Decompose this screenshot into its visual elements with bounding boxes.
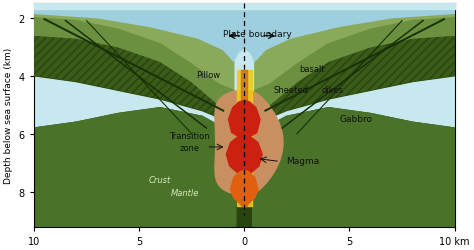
Polygon shape xyxy=(34,4,455,62)
Polygon shape xyxy=(34,108,455,235)
Polygon shape xyxy=(215,91,283,195)
Polygon shape xyxy=(34,14,234,91)
Polygon shape xyxy=(253,108,455,235)
Y-axis label: Depth below sea surface (km): Depth below sea surface (km) xyxy=(4,48,13,183)
Text: Transition: Transition xyxy=(169,132,210,141)
Text: dikes: dikes xyxy=(322,86,344,94)
Polygon shape xyxy=(255,18,455,120)
Polygon shape xyxy=(228,101,260,139)
Polygon shape xyxy=(227,136,262,176)
Text: Pillow: Pillow xyxy=(197,71,220,80)
Text: Plate boundary: Plate boundary xyxy=(222,30,292,39)
Text: Gabbro: Gabbro xyxy=(339,114,372,123)
Polygon shape xyxy=(231,170,258,207)
Polygon shape xyxy=(34,108,236,235)
Text: Sheeted: Sheeted xyxy=(273,86,308,94)
Text: basalt: basalt xyxy=(299,65,324,74)
Polygon shape xyxy=(34,18,234,128)
Text: Crust: Crust xyxy=(149,175,171,184)
Polygon shape xyxy=(34,18,234,128)
Text: zone: zone xyxy=(180,143,200,152)
Polygon shape xyxy=(255,18,455,128)
Polygon shape xyxy=(34,18,234,120)
Text: Mantle: Mantle xyxy=(171,188,200,197)
Polygon shape xyxy=(255,14,455,91)
Polygon shape xyxy=(255,18,455,128)
Text: Magma: Magma xyxy=(287,156,320,165)
